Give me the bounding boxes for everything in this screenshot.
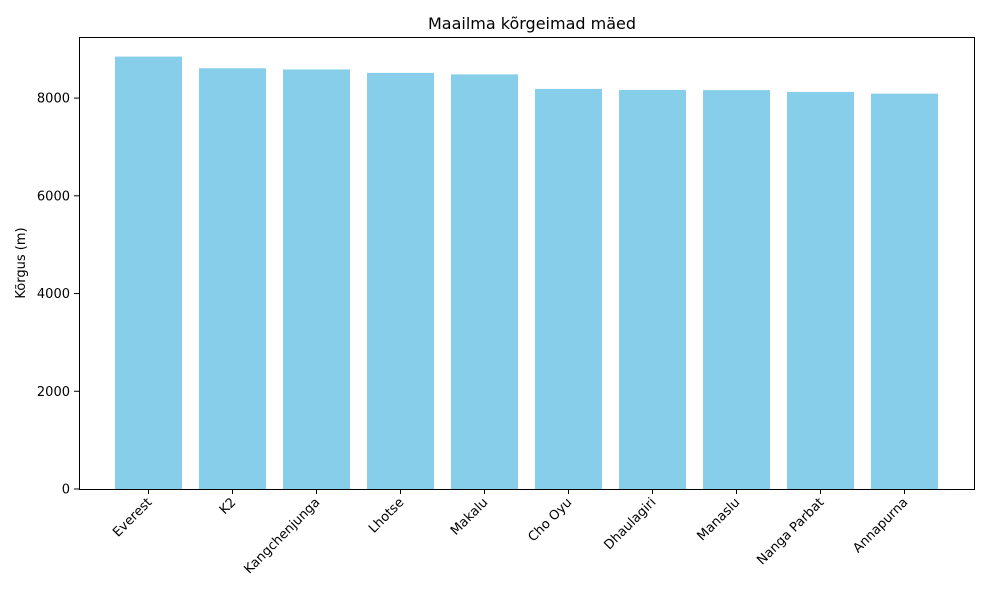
bar-dhaulagiri	[619, 89, 686, 489]
y-tick-label: 6000	[37, 189, 70, 204]
bar-k2	[199, 68, 266, 490]
bar-makalu	[451, 74, 518, 489]
y-axis-label: Kõrgus (m)	[14, 227, 29, 298]
y-axis: 0 2000 4000 6000 8000	[37, 92, 79, 498]
bar-lhotse	[367, 72, 434, 489]
bars-group	[115, 56, 938, 490]
bar-nanga-parbat	[787, 91, 854, 490]
y-tick-label: 0	[62, 483, 70, 498]
y-tick-label: 2000	[37, 385, 70, 400]
y-tick-label: 4000	[37, 287, 70, 302]
bar-everest	[115, 56, 182, 489]
bar-annapurna	[871, 93, 938, 490]
bar-manaslu	[703, 90, 770, 489]
chart-title: Maailma kõrgeimad mäed	[428, 14, 636, 33]
bar-cho-oyu	[535, 88, 602, 490]
plot-frame	[79, 37, 975, 490]
bar-kangchenjunga	[283, 69, 350, 489]
y-tick-label: 8000	[37, 92, 70, 107]
